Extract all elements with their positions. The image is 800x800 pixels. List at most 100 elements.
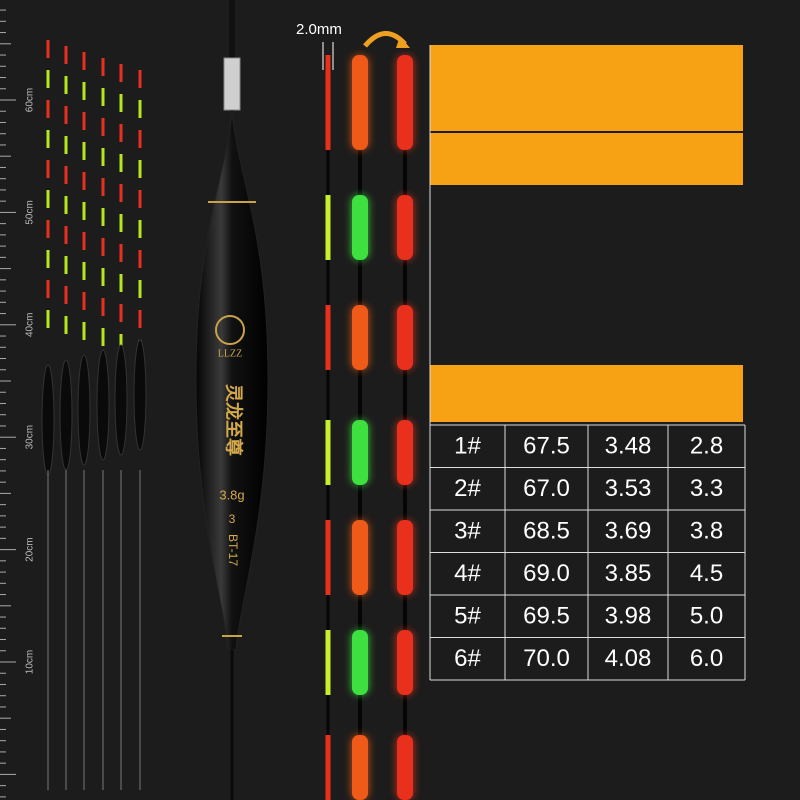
table-cell: 67.5 — [523, 433, 570, 460]
table-cell: 4# — [454, 560, 481, 587]
tip-segment — [325, 630, 331, 695]
float-model: BT-17 — [226, 534, 240, 566]
tip-segment — [397, 735, 413, 800]
tip-segment — [46, 280, 50, 298]
tip-segment — [352, 735, 368, 800]
tip-segment — [352, 55, 368, 150]
tip-segment — [325, 195, 331, 260]
tip-segment — [82, 322, 86, 340]
float-set — [41, 40, 147, 790]
tip-segment — [46, 250, 50, 268]
tip-segment — [82, 142, 86, 160]
tip-segment — [82, 232, 86, 250]
ruler-label: 10cm — [25, 650, 36, 674]
float-body — [77, 354, 91, 466]
tip-segment — [46, 220, 50, 238]
table-cell: 3.48 — [605, 433, 652, 460]
table-cell: 69.5 — [523, 603, 570, 630]
tip-segment — [119, 244, 123, 262]
table-cell: 5.0 — [690, 603, 723, 630]
tip-segment — [325, 735, 331, 800]
float-number: 3 — [229, 512, 236, 526]
tip-segment — [397, 630, 413, 695]
tip-segment — [138, 70, 142, 88]
table-cell: 69.0 — [523, 560, 570, 587]
tip-segment — [325, 520, 331, 595]
tip-segment — [119, 304, 123, 322]
tip-segment — [325, 305, 331, 370]
tip-segment — [119, 334, 123, 352]
tip-segment — [64, 316, 68, 334]
table-cell: 3# — [454, 518, 481, 545]
tip-segment — [138, 130, 142, 148]
tip-segment — [82, 262, 86, 280]
tip-segment — [119, 124, 123, 142]
ruler-label: 60cm — [25, 88, 36, 112]
tip-segment — [46, 130, 50, 148]
tip-segment — [101, 298, 105, 316]
float-body — [114, 344, 128, 456]
ruler-label: 30cm — [25, 425, 36, 449]
tip-segment — [101, 178, 105, 196]
tip-segment — [64, 166, 68, 184]
float-body — [96, 349, 110, 461]
tip-segment — [101, 208, 105, 226]
table-cell: 3.98 — [605, 603, 652, 630]
ruler: 60cm 50cm 40cm 30cm 20cm 10cm — [0, 9, 36, 798]
tip-segment — [138, 250, 142, 268]
tip-segment — [397, 305, 413, 370]
table-cell: 4.5 — [690, 560, 723, 587]
spec-table: 1# 67.5 3.48 2.8 2# 67.0 3.53 3.3 3# 68.5 3.69 3.8 4… — [429, 45, 746, 681]
tip-segment — [101, 58, 105, 76]
table-cell: 3.53 — [605, 475, 652, 502]
tip-segment — [82, 292, 86, 310]
tip-segment — [138, 100, 142, 118]
tip-segment — [397, 195, 413, 260]
tip-segment — [82, 112, 86, 130]
float-body — [133, 339, 147, 451]
tip-segment — [119, 154, 123, 172]
tip-segment — [64, 46, 68, 64]
tip-segment — [82, 52, 86, 70]
ruler-label: 20cm — [25, 537, 36, 561]
table-cell: 68.5 — [523, 518, 570, 545]
tip-detail — [325, 55, 414, 800]
tip-segment — [397, 520, 413, 595]
float-body — [59, 359, 73, 471]
tip-segment — [82, 172, 86, 190]
table-cell: 3.69 — [605, 518, 652, 545]
table-cell: 5# — [454, 603, 481, 630]
tip-segment — [46, 160, 50, 178]
tip-segment — [138, 310, 142, 328]
float-name: 灵龙至尊 — [223, 384, 244, 456]
tip-segment — [138, 280, 142, 298]
tip-segment — [119, 184, 123, 202]
tip-segment — [119, 274, 123, 292]
float-body — [41, 364, 55, 476]
tip-segment — [82, 82, 86, 100]
ruler-label: 50cm — [25, 200, 36, 224]
tip-segment — [352, 305, 368, 370]
tip-segment — [46, 190, 50, 208]
table-cell: 6# — [454, 645, 481, 672]
tip-segment — [46, 100, 50, 118]
tip-segment — [352, 195, 368, 260]
tip-segment — [101, 328, 105, 346]
tip-segment — [119, 214, 123, 232]
tip-segment — [397, 55, 413, 150]
tip-segment — [64, 136, 68, 154]
tip-segment — [101, 268, 105, 286]
tip-segment — [325, 420, 331, 485]
table-cell: 3.85 — [605, 560, 652, 587]
tip-segment — [46, 40, 50, 58]
ruler-label: 40cm — [25, 313, 36, 337]
table-cell: 70.0 — [523, 645, 570, 672]
diameter-note: 2.0mm — [296, 21, 410, 70]
tip-segment — [101, 238, 105, 256]
table-cell: 3.3 — [690, 475, 723, 502]
float-weight: 3.8g — [219, 487, 244, 502]
table-cell: 3.8 — [690, 518, 723, 545]
table-cell: 2# — [454, 475, 481, 502]
tip-segment — [119, 94, 123, 112]
